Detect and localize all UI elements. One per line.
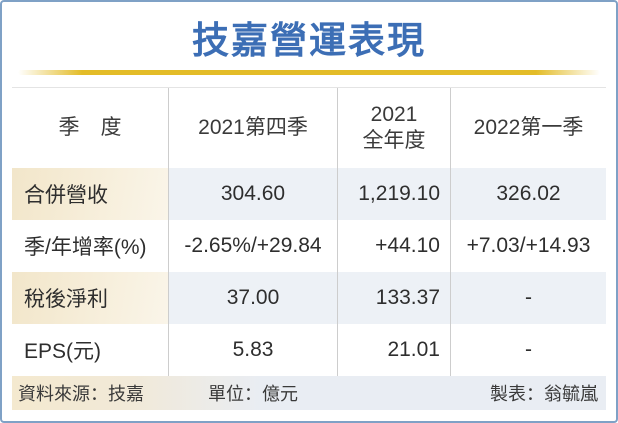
growth-2021-q4: -2.65%/+29.84 [168, 220, 337, 272]
row-label-eps: EPS(元) [24, 340, 102, 363]
header-2021-full-year-text: 2021 全年度 [362, 103, 426, 152]
unit-label: 單位：億元 [208, 384, 298, 404]
net-profit-2021-q4: 37.00 [168, 272, 337, 324]
revenue-2022-q1: 326.02 [450, 168, 606, 220]
data-source-label: 資料來源：技嘉 [18, 384, 144, 404]
growth-2021-fy: +44.10 [337, 220, 450, 272]
table-footnote-bar: 資料來源：技嘉 單位：億元 製表：翁毓嵐 [12, 376, 606, 410]
eps-2022-q1: - [450, 324, 606, 376]
gold-divider [18, 70, 600, 75]
header-quarter: 季 度 [58, 116, 122, 139]
net-profit-2022-q1: - [450, 272, 606, 324]
revenue-2021-q4: 304.60 [168, 168, 337, 220]
performance-table: 季 度 2021第四季 2021 全年度 2022第一季 合併營收 304.60… [12, 87, 606, 410]
eps-2021-fy: 21.01 [337, 324, 450, 376]
header-2022-q1: 2022第一季 [450, 88, 606, 168]
revenue-2021-fy: 1,219.10 [337, 168, 450, 220]
header-2021-full-year: 2021 全年度 [337, 88, 450, 168]
eps-2021-q4: 5.83 [168, 324, 337, 376]
row-label-net-profit: 稅後淨利 [12, 272, 168, 324]
row-label-growth: 季/年增率(%) [24, 236, 147, 259]
credit-label: 製表：翁毓嵐 [490, 384, 598, 404]
row-label-revenue: 合併營收 [12, 168, 168, 220]
net-profit-2021-fy: 133.37 [337, 272, 450, 324]
page-title: 技嘉營運表現 [192, 20, 426, 61]
growth-2022-q1: +7.03/+14.93 [450, 220, 606, 272]
header-2021-q4: 2021第四季 [168, 88, 337, 168]
